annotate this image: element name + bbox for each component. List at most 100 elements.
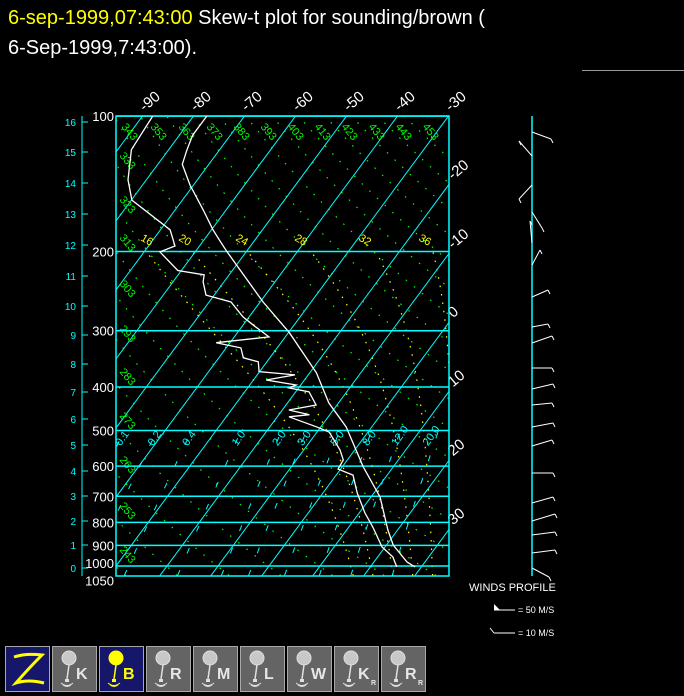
- moist-adiabat-line: [310, 251, 414, 576]
- dewpoint-profile: [127, 115, 398, 568]
- isotherm-label: -30: [442, 88, 470, 115]
- isotherm-line: [116, 116, 449, 567]
- moist-adiabat-line: [246, 251, 394, 576]
- isotherm-label: 30: [445, 505, 469, 529]
- plot-frame: [115, 115, 450, 577]
- dry-adiabat-line: [298, 116, 449, 262]
- isotherm-line: [210, 252, 449, 576]
- mixing-ratio-line: [248, 430, 308, 576]
- pressure-label: 1000: [85, 556, 114, 571]
- dry-adiabat-line: [116, 382, 333, 576]
- height-label: 11: [66, 272, 77, 283]
- moist-adiabat-label: 16: [139, 232, 156, 249]
- mixing-ratio-line: [123, 430, 193, 576]
- dry-adiabat-label: 443: [393, 121, 414, 143]
- dry-adiabat-label: 253: [117, 500, 138, 522]
- dry-adiabat-line: [116, 250, 449, 552]
- title-line2: 6-Sep-1999,7:43:00).: [8, 37, 198, 59]
- toolbar-button-w[interactable]: W: [287, 646, 332, 692]
- dry-adiabat-label: 243: [117, 544, 138, 566]
- wind-barb-flag: [554, 513, 558, 519]
- height-label: 4: [70, 467, 76, 478]
- wind-barb: [531, 513, 556, 522]
- legend-full-barb: [489, 627, 495, 634]
- z-logo-icon: [11, 652, 46, 687]
- wind-barb: [531, 531, 556, 536]
- height-label: 15: [65, 148, 77, 159]
- wind-barb-flag: [539, 249, 543, 255]
- dry-adiabat-label: 273: [117, 410, 138, 432]
- pressure-label: 800: [92, 515, 114, 530]
- wind-barb-flag: [552, 496, 556, 502]
- toolbar-button-b[interactable]: B: [99, 646, 144, 692]
- toolbar-button-label: K: [76, 666, 88, 683]
- height-label: 7: [70, 388, 76, 399]
- balloon-icon: [60, 650, 77, 687]
- wind-barb: [518, 140, 533, 157]
- mixing-ratio-label: 3.0: [295, 429, 314, 448]
- dry-adiabat-line: [377, 116, 449, 184]
- dry-adiabat-label: 303: [117, 278, 138, 300]
- dry-adiabat-label: 433: [366, 121, 387, 143]
- toolbar-button-label: W: [311, 666, 327, 683]
- toolbar-button-r[interactable]: R: [146, 646, 191, 692]
- dry-adiabat-label: 383: [231, 121, 252, 143]
- dry-adiabat-line: [324, 116, 449, 236]
- dry-adiabat-label: 373: [204, 121, 225, 143]
- toolbar-button-label: L: [264, 666, 274, 683]
- dry-adiabat-line: [116, 427, 282, 576]
- mixing-ratio-label: 2.0: [270, 429, 289, 448]
- dry-adiabat-line: [116, 162, 449, 489]
- dry-adiabat-line: [116, 338, 385, 576]
- title-date: 6-sep-1999,07:43:00: [8, 7, 193, 29]
- mixing-ratio-label: 1.0: [230, 429, 249, 448]
- toolbar-button-z[interactable]: [5, 646, 50, 692]
- pressure-label: 700: [92, 489, 114, 504]
- divider: [582, 70, 684, 71]
- moist-adiabat-label: 28: [293, 232, 310, 249]
- pressure-label: 400: [92, 380, 114, 395]
- height-label: 6: [70, 415, 76, 426]
- wind-barb-flag: [529, 220, 533, 226]
- wind-barb-flag: [554, 531, 558, 537]
- dry-adiabat-label: 423: [339, 121, 360, 143]
- pressure-label: 500: [92, 424, 114, 439]
- height-label: 3: [70, 492, 76, 503]
- toolbar-button-m[interactable]: M: [193, 646, 238, 692]
- mixing-ratio-label: 0.2: [146, 429, 165, 448]
- height-label: 13: [65, 210, 77, 221]
- wind-barb: [531, 439, 553, 447]
- dry-adiabat-label: 323: [117, 194, 138, 216]
- wind-barb: [531, 383, 554, 390]
- toolbar-button-label: M: [217, 666, 231, 683]
- toolbar-button-l[interactable]: L: [240, 646, 285, 692]
- dry-adiabat-label: 333: [117, 150, 138, 172]
- isotherm-label: -90: [136, 88, 164, 115]
- wind-barb-flag: [554, 549, 558, 555]
- toolbar-button-k[interactable]: K: [52, 646, 97, 692]
- legend-label: = 10 M/S: [518, 628, 554, 638]
- balloon-icon: [107, 650, 124, 687]
- dry-adiabat-line: [116, 565, 127, 576]
- height-label: 8: [70, 360, 76, 371]
- height-label: 5: [70, 441, 76, 452]
- moist-adiabat-label: 20: [177, 232, 194, 249]
- pressure-label: 100: [92, 109, 114, 124]
- wind-barb-flag: [551, 402, 555, 408]
- wind-barb: [531, 289, 549, 298]
- isotherm-line: [466, 116, 684, 575]
- toolbar-button-label: R: [170, 666, 182, 683]
- isotherm-label: 0: [445, 303, 462, 321]
- toolbar-button-sublabel: R: [371, 680, 377, 687]
- balloon-icon: [389, 650, 406, 687]
- isotherm-label: -40: [391, 88, 419, 115]
- pressure-label: 1050: [85, 574, 114, 589]
- wind-barb: [531, 131, 552, 140]
- wind-barb-flag: [548, 576, 552, 582]
- isotherm-label: 20: [445, 436, 469, 460]
- pressure-label: 200: [92, 245, 114, 260]
- toolbar-button-label: R: [405, 666, 417, 683]
- wind-barb: [531, 496, 554, 504]
